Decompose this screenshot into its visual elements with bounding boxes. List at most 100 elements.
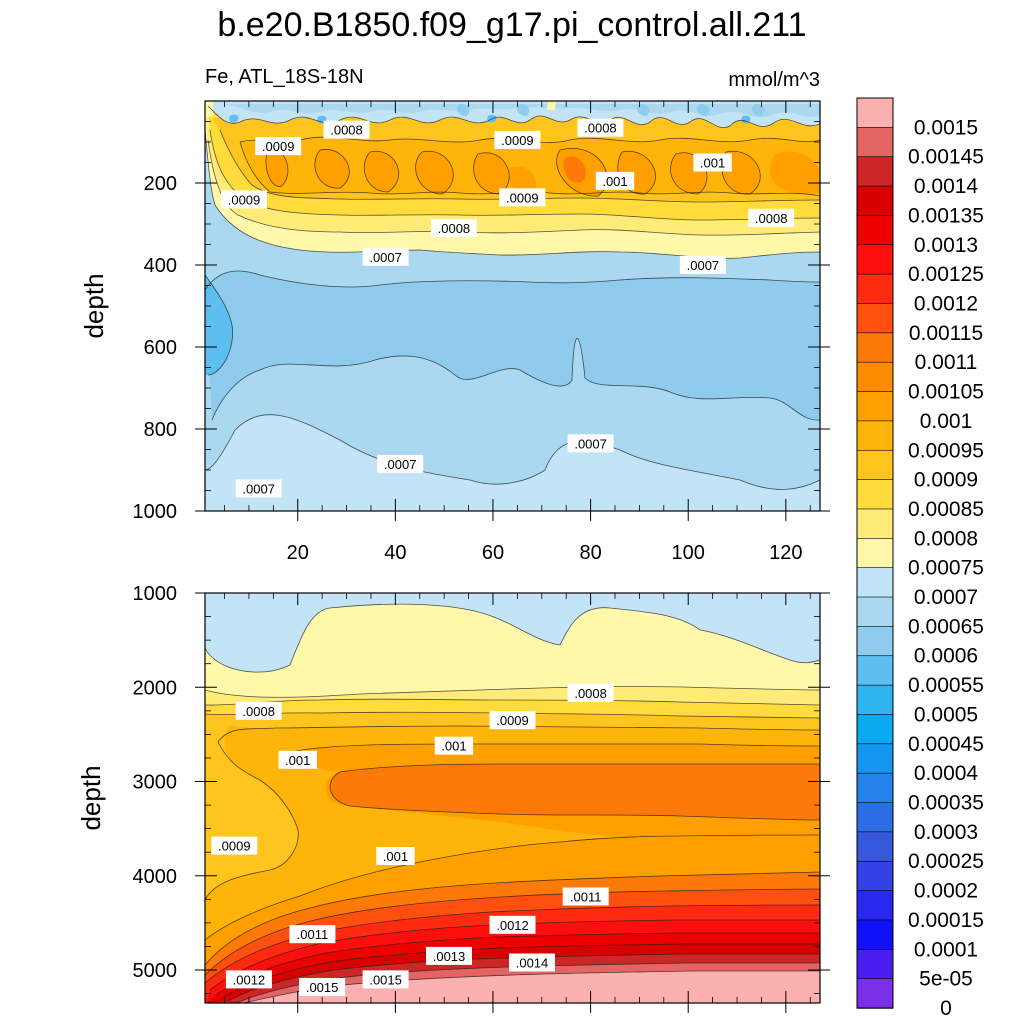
contour-label-text: .0007	[384, 457, 417, 472]
contour-label-box	[489, 711, 536, 730]
colorbar-label: 0.00135	[908, 204, 984, 227]
lower-panel-frame	[204, 592, 821, 1004]
lower-contour-label: .0009	[489, 711, 536, 730]
colorbar-swatch	[856, 978, 894, 1009]
colorbar-label: 0.0008	[914, 527, 978, 550]
contour-label-box	[426, 946, 472, 965]
y-tick-label: 800	[144, 419, 177, 441]
y-tick-label: 3000	[133, 772, 178, 794]
contour-label-box	[430, 219, 477, 238]
colorbar-swatch	[856, 802, 894, 833]
colorbar-swatch	[856, 567, 894, 598]
subtitle-left: Fe, ATL_18S-18N	[205, 66, 364, 88]
colorbar-swatch	[856, 860, 894, 892]
contour-label-text: .0011	[570, 890, 602, 905]
contour-label-box	[362, 247, 409, 266]
colorbar-swatch	[856, 273, 894, 305]
upper-contour-label: .0009	[494, 130, 541, 149]
y-tick-label: 600	[144, 337, 177, 359]
contour-label-box	[221, 190, 267, 209]
lower-contour-label: .0012	[489, 915, 536, 934]
colorbar-label: 0.00075	[908, 557, 984, 580]
contour-label-text: .0009	[501, 133, 534, 148]
colorbar-label: 0.0006	[914, 645, 978, 668]
colorbar-label: 0.00035	[908, 792, 984, 815]
contour-label-box	[562, 887, 609, 906]
contour-label-text: .001	[285, 753, 310, 768]
contour-label-text: .0007	[574, 436, 607, 451]
lower-contour-label: .0015	[362, 970, 409, 989]
contour-label-text: .0009	[228, 192, 261, 207]
contour-label-text: .0008	[242, 704, 275, 719]
colorbar-label: 0.0007	[914, 586, 978, 609]
contour-label-text: .0008	[584, 121, 617, 136]
contour-label-box	[567, 434, 614, 453]
upper-contour-label: .0007	[377, 454, 424, 473]
upper-contour-label: .0009	[221, 190, 267, 209]
contour-label-text: .0008	[574, 686, 607, 701]
colorbar-swatch	[856, 714, 894, 745]
colorbar-swatch	[856, 890, 894, 921]
contour-label-text: .0014	[516, 956, 549, 971]
colorbar-label: 0.0015	[914, 116, 978, 139]
colorbar-swatch	[856, 596, 894, 628]
upper-contour-label: .0007	[679, 256, 726, 274]
colorbar-swatch	[856, 332, 894, 363]
contour-label-box	[577, 118, 624, 137]
contour-label-text: .0007	[687, 258, 720, 273]
figure-title: b.e20.B1850.f09_g17.pi_control.all.211	[217, 6, 806, 44]
y-tick-label: 5000	[133, 960, 178, 982]
colorbar-label: 0.00105	[908, 381, 984, 404]
lower-contour-label: .001	[434, 736, 474, 755]
colorbar-swatch	[856, 156, 894, 187]
contour-label-text: .0015	[369, 972, 402, 987]
contour-label-text: .0007	[242, 481, 275, 496]
contour-label-box	[567, 683, 614, 702]
x-tick-label: 100	[672, 542, 705, 564]
upper-contour-label: .0007	[362, 247, 409, 266]
upper-contour-label: .0008	[577, 118, 624, 137]
contour-label-box	[679, 256, 726, 274]
colorbar-label: 0.0012	[914, 293, 978, 316]
colorbar-swatch	[856, 919, 894, 950]
contour-label-box	[278, 750, 317, 769]
contour-label-text: .001	[441, 739, 466, 754]
contour-label-box	[255, 137, 302, 156]
contour-label-box	[225, 970, 272, 989]
lower-contour-labels: .0008 .0008 .0009 .001 .001 .0009 .001 .0011 .00…	[211, 683, 614, 996]
contour-label-box	[499, 188, 546, 207]
upper-contour-label: .0008	[748, 208, 795, 227]
contour-label-box	[362, 970, 409, 989]
contour-label-text: .001	[383, 849, 408, 864]
contour-label-box	[489, 915, 536, 934]
contour-label-box	[376, 847, 415, 865]
colorbar-label: 0.00095	[908, 439, 984, 462]
y-tick-label: 200	[144, 173, 177, 195]
lower-axes: 1000 2000 3000 4000 5000	[133, 583, 830, 1013]
x-tick-label: 40	[384, 542, 406, 564]
colorbar-label: 0.001	[920, 410, 973, 433]
colorbar-label: 0.0005	[914, 704, 978, 727]
lower-panel: .0008 .0008 .0009 .001 .001 .0009 .001 .0011 .00…	[76, 583, 830, 1013]
colorbar-label: 0.00025	[908, 850, 984, 873]
y-tick-label: 400	[144, 255, 177, 277]
colorbar-label: 0.0003	[914, 821, 978, 844]
colorbar-swatch	[856, 684, 894, 716]
y-tick-label: 1000	[133, 501, 178, 523]
colorbar-label: 0.0004	[914, 762, 979, 785]
y-tick-label: 2000	[133, 677, 178, 699]
colorbar-label: 0.00125	[908, 263, 984, 286]
y-tick-label: 4000	[133, 866, 178, 888]
contour-label-box	[748, 208, 795, 227]
upper-contour-label: .0008	[430, 219, 477, 238]
lower-contour-label: .0009	[211, 836, 258, 855]
x-tick-label: 80	[579, 542, 601, 564]
colorbar-swatch	[856, 303, 894, 334]
contour-label-box	[289, 925, 336, 944]
contour-label-text: .0008	[755, 211, 788, 226]
upper-contour-label: .001	[595, 171, 635, 190]
y-tick-label: 1000	[133, 583, 178, 605]
colorbar-swatch	[856, 626, 894, 657]
colorbar-label: 0.00085	[908, 498, 984, 521]
contour-label-box	[509, 953, 555, 972]
